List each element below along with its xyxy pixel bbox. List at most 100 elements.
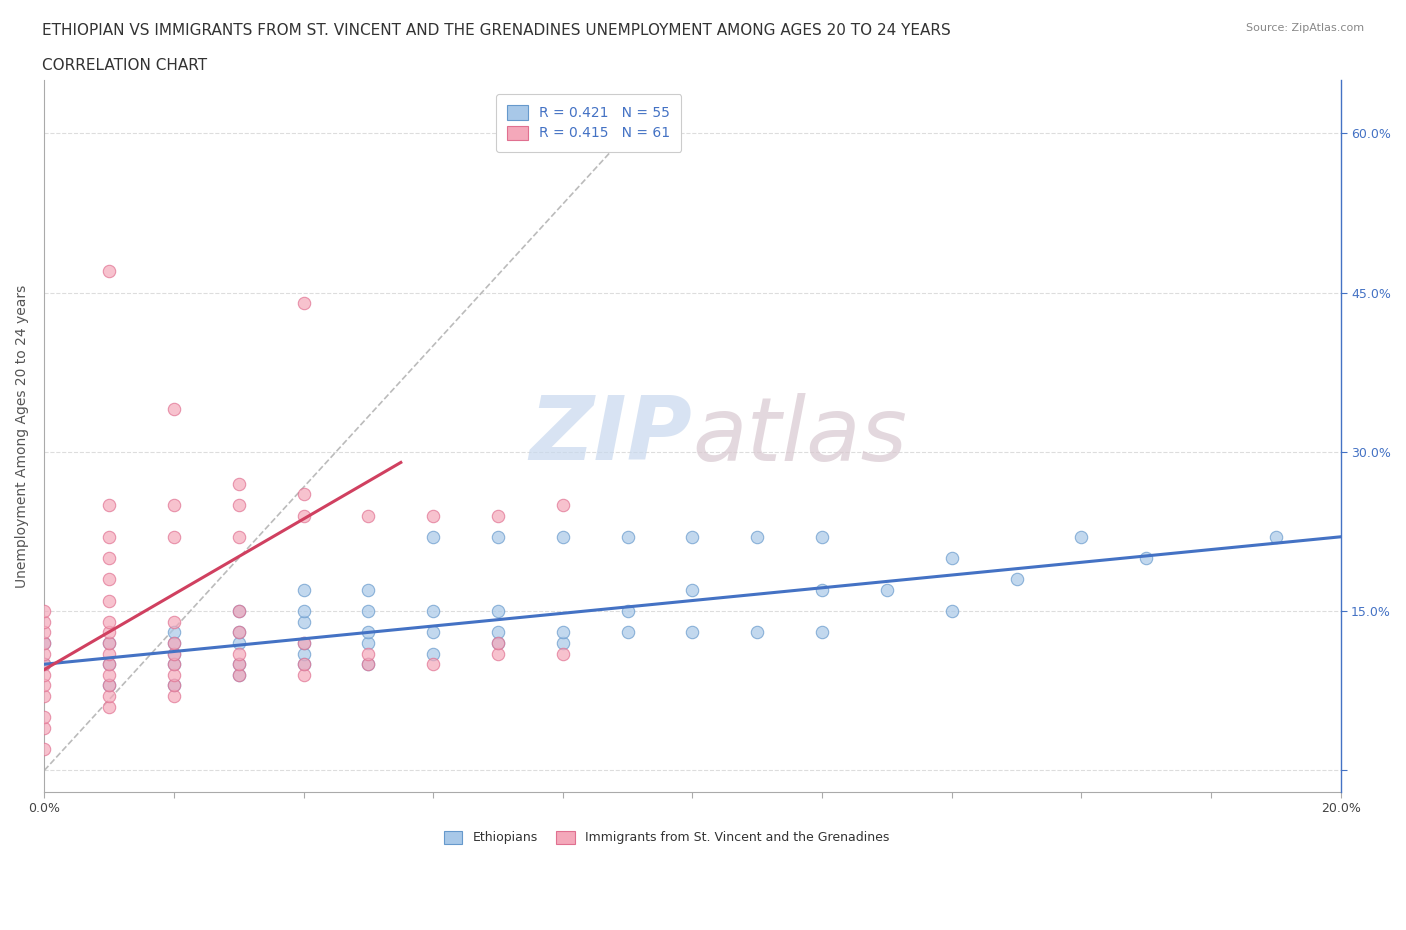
Point — [32, 742, 55, 757]
Point — [163, 615, 186, 630]
Point — [32, 646, 55, 661]
Point — [163, 646, 186, 661]
Text: Source: ZipAtlas.com: Source: ZipAtlas.com — [1246, 23, 1364, 33]
Point — [941, 604, 963, 618]
Point — [616, 529, 638, 544]
Point — [32, 604, 55, 618]
Point — [357, 646, 380, 661]
Point — [228, 668, 250, 683]
Point — [422, 625, 444, 640]
Point — [228, 668, 250, 683]
Point — [98, 551, 121, 565]
Point — [32, 635, 55, 650]
Point — [32, 635, 55, 650]
Point — [163, 625, 186, 640]
Point — [876, 582, 898, 597]
Point — [292, 635, 315, 650]
Point — [32, 721, 55, 736]
Point — [682, 529, 704, 544]
Point — [32, 657, 55, 671]
Point — [357, 635, 380, 650]
Point — [32, 689, 55, 704]
Point — [32, 657, 55, 671]
Text: CORRELATION CHART: CORRELATION CHART — [42, 58, 207, 73]
Point — [1070, 529, 1092, 544]
Y-axis label: Unemployment Among Ages 20 to 24 years: Unemployment Among Ages 20 to 24 years — [15, 285, 30, 588]
Point — [292, 668, 315, 683]
Point — [616, 604, 638, 618]
Point — [228, 476, 250, 491]
Point — [98, 678, 121, 693]
Point — [292, 646, 315, 661]
Point — [163, 657, 186, 671]
Point — [163, 668, 186, 683]
Point — [98, 529, 121, 544]
Point — [292, 604, 315, 618]
Point — [551, 529, 574, 544]
Point — [357, 657, 380, 671]
Point — [98, 625, 121, 640]
Point — [292, 508, 315, 523]
Point — [98, 689, 121, 704]
Text: ETHIOPIAN VS IMMIGRANTS FROM ST. VINCENT AND THE GRENADINES UNEMPLOYMENT AMONG A: ETHIOPIAN VS IMMIGRANTS FROM ST. VINCENT… — [42, 23, 950, 38]
Point — [32, 668, 55, 683]
Point — [486, 604, 509, 618]
Text: atlas: atlas — [693, 392, 907, 479]
Point — [422, 604, 444, 618]
Point — [551, 635, 574, 650]
Point — [551, 625, 574, 640]
Point — [228, 604, 250, 618]
Point — [357, 582, 380, 597]
Point — [163, 635, 186, 650]
Legend: Ethiopians, Immigrants from St. Vincent and the Grenadines: Ethiopians, Immigrants from St. Vincent … — [439, 826, 894, 849]
Point — [98, 498, 121, 512]
Point — [941, 551, 963, 565]
Point — [811, 529, 834, 544]
Point — [228, 529, 250, 544]
Point — [32, 678, 55, 693]
Point — [98, 593, 121, 608]
Point — [486, 625, 509, 640]
Point — [292, 615, 315, 630]
Point — [422, 529, 444, 544]
Point — [98, 657, 121, 671]
Point — [228, 657, 250, 671]
Point — [98, 635, 121, 650]
Point — [811, 582, 834, 597]
Point — [163, 635, 186, 650]
Point — [422, 657, 444, 671]
Point — [486, 635, 509, 650]
Point — [486, 646, 509, 661]
Point — [98, 635, 121, 650]
Point — [422, 508, 444, 523]
Point — [98, 572, 121, 587]
Point — [357, 657, 380, 671]
Point — [32, 625, 55, 640]
Point — [228, 625, 250, 640]
Point — [163, 678, 186, 693]
Point — [357, 604, 380, 618]
Point — [228, 657, 250, 671]
Point — [163, 678, 186, 693]
Point — [682, 625, 704, 640]
Point — [98, 668, 121, 683]
Point — [292, 657, 315, 671]
Point — [551, 498, 574, 512]
Text: ZIP: ZIP — [530, 392, 693, 479]
Point — [811, 625, 834, 640]
Point — [357, 508, 380, 523]
Point — [228, 604, 250, 618]
Point — [98, 699, 121, 714]
Point — [1264, 529, 1286, 544]
Point — [422, 646, 444, 661]
Point — [163, 529, 186, 544]
Point — [163, 689, 186, 704]
Point — [163, 498, 186, 512]
Point — [292, 657, 315, 671]
Point — [98, 657, 121, 671]
Point — [228, 625, 250, 640]
Point — [163, 646, 186, 661]
Point — [32, 710, 55, 724]
Point — [98, 678, 121, 693]
Point — [616, 625, 638, 640]
